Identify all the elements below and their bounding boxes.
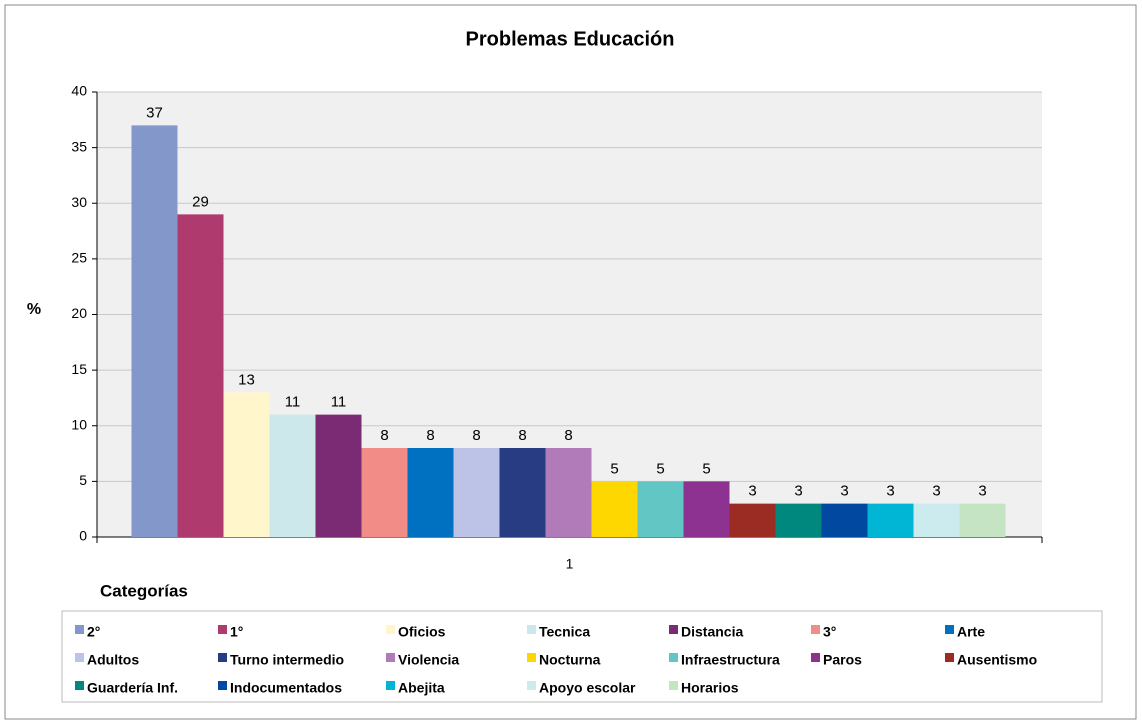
legend-label: Paros — [823, 652, 862, 668]
y-tick-label: 20 — [71, 305, 87, 321]
bar — [315, 414, 362, 537]
legend-swatch — [669, 625, 678, 634]
legend-label: Ausentismo — [957, 652, 1037, 668]
legend-label: Arte — [957, 624, 985, 640]
data-label: 5 — [656, 460, 664, 477]
legend-swatch — [945, 653, 954, 662]
y-tick-label: 5 — [79, 472, 87, 488]
legend-swatch — [527, 681, 536, 690]
x-tick-label: 1 — [566, 556, 574, 572]
legend-swatch — [218, 625, 227, 634]
legend-label: Guardería Inf. — [87, 680, 178, 696]
data-label: 3 — [886, 483, 894, 500]
data-label: 8 — [426, 427, 434, 444]
bar — [545, 448, 592, 537]
legend-label: Nocturna — [539, 652, 601, 668]
legend-swatch — [75, 653, 84, 662]
legend-swatch — [945, 625, 954, 634]
legend-label: Violencia — [398, 652, 459, 668]
legend-swatch — [811, 625, 820, 634]
bar — [269, 414, 316, 537]
bar — [131, 125, 178, 537]
data-label: 5 — [610, 460, 618, 477]
bar — [821, 503, 868, 537]
legend-label: 1° — [230, 624, 243, 640]
data-label: 8 — [472, 427, 480, 444]
legend-swatch — [527, 653, 536, 662]
legend-label: Oficios — [398, 624, 446, 640]
legend-label: Adultos — [87, 652, 139, 668]
legend-label: 2° — [87, 624, 100, 640]
data-label: 3 — [978, 483, 986, 500]
data-label: 8 — [564, 427, 572, 444]
y-tick-label: 25 — [71, 250, 87, 266]
legend-swatch — [386, 653, 395, 662]
legend-label: Turno intermedio — [230, 652, 344, 668]
legend-label: Apoyo escolar — [539, 680, 636, 696]
legend-swatch — [669, 653, 678, 662]
y-tick-label: 35 — [71, 138, 87, 154]
legend-swatch — [218, 681, 227, 690]
legend-swatch — [75, 625, 84, 634]
bar — [867, 503, 914, 537]
data-label: 5 — [702, 460, 710, 477]
bar — [729, 503, 776, 537]
bar — [177, 214, 224, 537]
legend-label: Indocumentados — [230, 680, 342, 696]
y-tick-label: 15 — [71, 361, 87, 377]
bar — [775, 503, 822, 537]
legend-box — [61, 610, 1103, 703]
y-axis-label: % — [27, 301, 41, 318]
data-label: 37 — [146, 104, 163, 121]
bar — [499, 448, 546, 537]
legend-label: Abejita — [398, 680, 445, 696]
legend-swatch — [386, 625, 395, 634]
bar — [683, 481, 730, 537]
bar — [913, 503, 960, 537]
y-tick-label: 10 — [71, 416, 87, 432]
legend-label: Tecnica — [539, 624, 590, 640]
bar — [223, 392, 270, 537]
legend-swatch — [527, 625, 536, 634]
legend-swatch — [669, 681, 678, 690]
data-label: 8 — [380, 427, 388, 444]
legend-swatch — [75, 681, 84, 690]
bar — [637, 481, 684, 537]
bar — [453, 448, 500, 537]
data-label: 13 — [238, 371, 255, 388]
legend-label: Infraestructura — [681, 652, 780, 668]
y-tick-label: 0 — [79, 528, 87, 544]
y-tick-label: 30 — [71, 194, 87, 210]
legend-swatch — [386, 681, 395, 690]
y-tick-label: 40 — [71, 83, 87, 99]
legend-label: Distancia — [681, 624, 743, 640]
data-label: 3 — [794, 483, 802, 500]
legend-title: Categorías — [100, 581, 188, 600]
bar — [959, 503, 1006, 537]
legend-label: 3° — [823, 624, 836, 640]
bar — [407, 448, 454, 537]
bar — [361, 448, 408, 537]
legend-swatch — [811, 653, 820, 662]
data-label: 11 — [331, 394, 347, 411]
bar — [591, 481, 638, 537]
data-label: 3 — [840, 483, 848, 500]
data-label: 3 — [748, 483, 756, 500]
data-label: 11 — [285, 394, 301, 411]
legend-label: Horarios — [681, 680, 739, 696]
chart-title: Problemas Educación — [466, 28, 675, 50]
data-label: 3 — [932, 483, 940, 500]
data-label: 8 — [518, 427, 526, 444]
data-label: 29 — [192, 193, 209, 210]
legend-swatch — [218, 653, 227, 662]
